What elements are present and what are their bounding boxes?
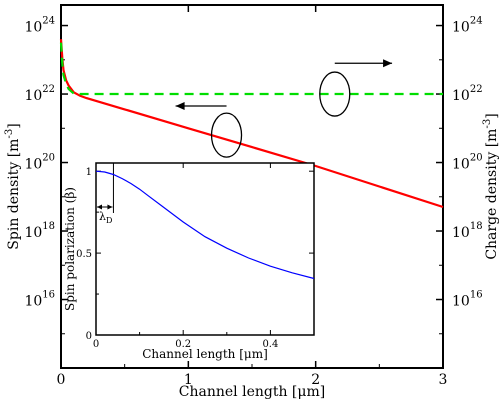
x-tick-label: 3 (439, 372, 448, 388)
inset-y-tick-label: 0 (86, 331, 92, 342)
inset-x-tick-label: 0.4 (262, 339, 278, 350)
annotation-ellipse (210, 112, 243, 158)
y-tick-label-left: 1024 (24, 16, 55, 36)
annotation-arrow-head (383, 59, 393, 68)
y-tick-label-left: 1018 (24, 221, 55, 241)
inset-y-tick-label: 1 (86, 167, 92, 178)
series-line-charge (59, 42, 443, 96)
y-tick-label-right: 1022 (452, 84, 483, 104)
x-tick-label: 1 (184, 372, 193, 388)
x-axis-title: Channel length [μm] (179, 384, 325, 400)
y-axis-title-left: Spin density [m-3] (4, 123, 22, 249)
x-tick-label: 2 (311, 372, 320, 388)
inset-x-tick-label: 0.2 (175, 339, 191, 350)
lambda-label: λD (99, 210, 112, 225)
y-tick-label-right: 1024 (452, 16, 483, 36)
annotation-ellipse (319, 71, 351, 117)
y-tick-label-right: 1016 (452, 290, 483, 310)
y-tick-label-left: 1022 (24, 84, 55, 104)
inset-y-tick-label: 0.5 (76, 249, 92, 260)
y-tick-label-left: 1020 (24, 153, 55, 173)
inset-plot: 0 0.2 0.4 0 0.5 1 Channel length [μm] Spin pola… (63, 162, 315, 361)
x-tick-label: 0 (57, 372, 66, 388)
inset-frame (95, 162, 315, 336)
inset-series-line-beta (95, 170, 315, 280)
lambda-arrow-head-left (97, 204, 102, 210)
inset-x-axis-title: Channel length [μm] (142, 347, 268, 361)
y-tick-label-left: 1016 (24, 290, 55, 310)
annotation-arrow-head (175, 102, 185, 111)
lambda-arrow-head-right (107, 204, 113, 210)
inset-x-tick-label: 0 (93, 339, 99, 350)
y-tick-label-right: 1020 (452, 153, 483, 173)
inset-y-axis-title: Spin polarization (β) (63, 187, 77, 311)
y-tick-label-right: 1018 (452, 221, 483, 241)
y-axis-title-right: Charge density [m-3] (482, 113, 500, 259)
main-plot: 0 1 2 3 1016 1016 1018 1018 1020 1020 1022 1022 1024… (4, 4, 500, 400)
